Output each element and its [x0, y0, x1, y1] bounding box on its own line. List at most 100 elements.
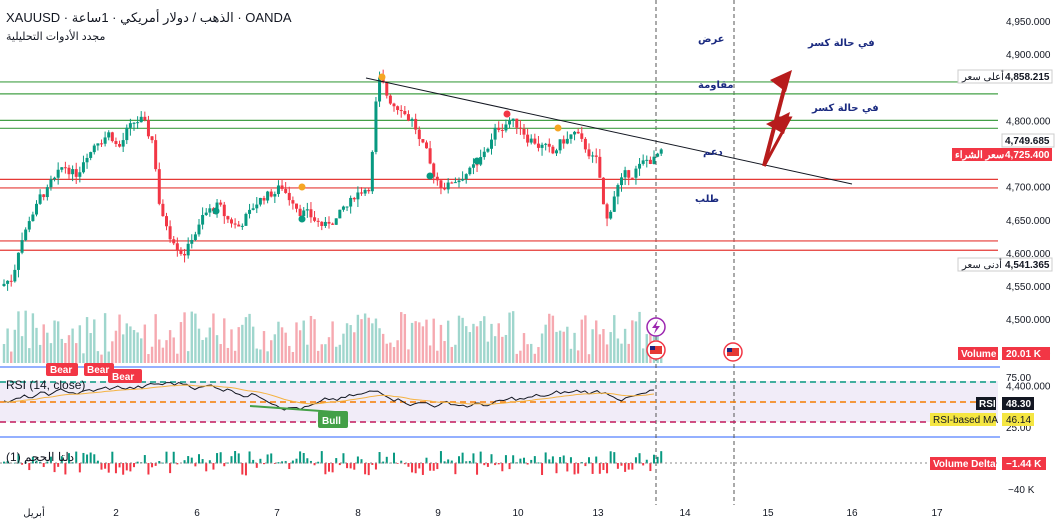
low-price-value: 4,541.365 — [1005, 260, 1050, 271]
delta-bar — [537, 462, 540, 464]
trend-line[interactable] — [365, 77, 853, 185]
volume-bar — [540, 333, 544, 363]
candle-body — [363, 189, 367, 194]
volume-bar — [154, 314, 157, 363]
candle-body — [49, 179, 53, 188]
candle-body — [157, 169, 161, 204]
delta-bar — [223, 463, 226, 467]
volume-bar — [78, 325, 82, 363]
candle-body — [490, 139, 493, 149]
delta-bar — [295, 458, 298, 464]
volume-bar — [17, 311, 20, 363]
volume-bar — [486, 341, 490, 363]
delta-bar — [111, 451, 114, 464]
lightning-event-icon[interactable] — [646, 317, 666, 337]
volume-bar — [530, 343, 533, 363]
candle-body — [313, 217, 317, 221]
candle-body — [493, 127, 497, 140]
candle-body — [612, 196, 616, 212]
buy-price-value: 4,725.400 — [1005, 150, 1050, 161]
volume-bar — [150, 346, 154, 363]
delta-bar — [595, 456, 598, 464]
volume-bar — [573, 332, 576, 363]
delta-bar — [396, 463, 399, 464]
candle-body — [24, 229, 28, 241]
volume-bar — [38, 344, 42, 363]
price-tick-label: 4,700.000 — [1006, 183, 1051, 194]
candle-body — [475, 164, 479, 166]
signal-marker — [426, 172, 434, 180]
volume-delta-value: −1.44 K — [1006, 459, 1042, 470]
candle-body — [500, 129, 504, 131]
delta-bar — [465, 461, 468, 464]
delta-bar — [602, 463, 605, 470]
us-flag-event-icon[interactable] — [723, 342, 743, 362]
delta-bar — [133, 463, 135, 468]
rsi-ma-label: RSI-based MA — [933, 415, 998, 426]
low-price-tag: أدنى سعر 4,541.365 — [957, 257, 1053, 272]
candle-body — [334, 218, 338, 225]
delta-bar — [270, 453, 273, 464]
time-axis[interactable]: أبريل 2 6 7 8 9 10 13 14 15 16 17 — [23, 506, 943, 519]
volume-bar — [125, 323, 128, 363]
volume-bar — [623, 328, 627, 363]
candle-body — [479, 157, 483, 165]
volume-bar — [143, 324, 147, 363]
candle-body — [562, 139, 566, 144]
candle-body — [20, 240, 24, 253]
candle-body — [551, 146, 555, 154]
delta-bar — [523, 457, 525, 464]
rsi-title: RSI (14, close) — [6, 378, 85, 392]
candle-body — [63, 167, 67, 169]
volume-bar — [114, 330, 118, 363]
candle-body — [573, 131, 577, 135]
volume-bar — [345, 323, 349, 363]
delta-bar — [71, 462, 74, 464]
candle-body — [425, 142, 428, 149]
volume-bar — [443, 341, 446, 363]
volume-bar — [396, 340, 399, 363]
delta-bar — [562, 455, 565, 464]
delta-bar — [606, 463, 609, 474]
candle-body — [378, 77, 382, 102]
delta-bar — [226, 462, 229, 464]
delta-bar — [89, 452, 92, 464]
volume-bar — [555, 331, 558, 363]
us-flag-event-icon[interactable] — [646, 340, 666, 360]
volume-bar — [93, 319, 96, 363]
rsi-ma-tag: RSI-based MA 46.14 — [930, 413, 1034, 426]
delta-bar — [642, 463, 645, 466]
candle-body — [179, 249, 183, 254]
volume-bar — [273, 334, 277, 363]
volume-delta-tag: Volume Delta −1.44 K — [930, 457, 1046, 470]
buy-price-tag: سعر الشراء 4,725.400 — [952, 148, 1052, 161]
delta-bar — [400, 460, 403, 464]
volume-bar — [111, 341, 114, 363]
delta-bar — [486, 463, 489, 467]
delta-bar — [530, 459, 533, 464]
volume-bar — [576, 350, 580, 363]
volume-bar — [13, 329, 17, 363]
volume-bar — [28, 348, 31, 363]
candle-body — [244, 213, 248, 226]
volume-bar — [367, 317, 370, 363]
volume-bar — [168, 330, 172, 363]
delta-bar — [114, 463, 117, 474]
price-tick-label: 4,400.000 — [1006, 381, 1051, 392]
candle-body — [110, 132, 114, 142]
volume-bar — [389, 342, 392, 363]
delta-bar — [577, 463, 580, 474]
delta-bar — [147, 463, 150, 475]
delta-bar — [169, 463, 172, 474]
annotation-support: دعم — [703, 147, 723, 158]
volume-bar — [165, 340, 168, 363]
volume-bar — [205, 337, 208, 363]
delta-bar — [216, 453, 219, 464]
signal-marker — [298, 183, 306, 191]
delta-bar — [533, 456, 536, 464]
delta-bar — [104, 463, 107, 469]
delta-bar — [555, 463, 558, 474]
volume-bar — [226, 347, 230, 363]
delta-bar — [82, 452, 85, 464]
